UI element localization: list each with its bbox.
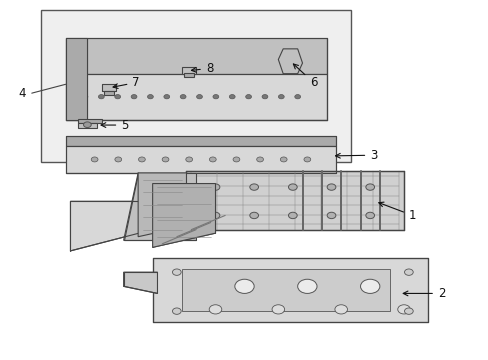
Text: 4: 4	[19, 87, 26, 100]
Circle shape	[304, 157, 310, 162]
Circle shape	[271, 305, 284, 314]
Text: 5: 5	[101, 118, 128, 131]
Circle shape	[180, 95, 185, 99]
Polygon shape	[138, 173, 186, 237]
Polygon shape	[183, 73, 193, 77]
Circle shape	[185, 157, 192, 162]
Bar	[181, 269, 389, 311]
Circle shape	[211, 212, 220, 219]
Text: 7: 7	[113, 76, 140, 89]
Polygon shape	[65, 74, 326, 120]
Circle shape	[326, 184, 335, 190]
Polygon shape	[186, 171, 403, 230]
Polygon shape	[278, 49, 302, 74]
Polygon shape	[65, 146, 336, 173]
Circle shape	[245, 95, 251, 99]
Text: 8: 8	[191, 62, 213, 75]
Circle shape	[365, 184, 374, 190]
Circle shape	[360, 279, 379, 293]
Polygon shape	[78, 123, 97, 127]
Circle shape	[397, 305, 409, 314]
Circle shape	[172, 308, 181, 314]
Polygon shape	[65, 38, 326, 74]
Polygon shape	[102, 84, 116, 91]
Circle shape	[404, 269, 412, 275]
Polygon shape	[65, 38, 87, 120]
Circle shape	[138, 157, 145, 162]
Circle shape	[297, 279, 316, 293]
Circle shape	[334, 305, 347, 314]
Polygon shape	[70, 201, 152, 251]
Circle shape	[280, 157, 286, 162]
Polygon shape	[152, 258, 427, 322]
Circle shape	[229, 95, 235, 99]
Text: 6: 6	[293, 64, 317, 89]
Circle shape	[211, 184, 220, 190]
Polygon shape	[152, 184, 215, 247]
Bar	[41, 10, 350, 162]
Circle shape	[404, 308, 412, 314]
Circle shape	[288, 184, 297, 190]
Circle shape	[294, 95, 300, 99]
Circle shape	[196, 95, 202, 99]
Circle shape	[82, 95, 88, 99]
Circle shape	[256, 157, 263, 162]
Text: 2: 2	[403, 287, 445, 300]
Circle shape	[249, 212, 258, 219]
Text: 3: 3	[335, 149, 377, 162]
Polygon shape	[104, 91, 114, 95]
Circle shape	[262, 95, 267, 99]
Circle shape	[326, 212, 335, 219]
Circle shape	[162, 157, 168, 162]
Circle shape	[147, 95, 153, 99]
Circle shape	[209, 157, 216, 162]
Circle shape	[209, 305, 222, 314]
Circle shape	[365, 212, 374, 219]
Polygon shape	[123, 173, 196, 240]
Polygon shape	[78, 119, 102, 123]
Circle shape	[233, 157, 239, 162]
Text: 1: 1	[378, 202, 415, 222]
Circle shape	[172, 269, 181, 275]
Circle shape	[278, 95, 284, 99]
Circle shape	[131, 95, 137, 99]
Circle shape	[91, 157, 98, 162]
Circle shape	[115, 157, 122, 162]
Circle shape	[163, 95, 169, 99]
Polygon shape	[65, 136, 336, 146]
Circle shape	[213, 95, 218, 99]
Circle shape	[98, 95, 104, 99]
Circle shape	[234, 279, 254, 293]
Circle shape	[83, 122, 91, 127]
Circle shape	[115, 95, 121, 99]
Polygon shape	[181, 67, 196, 74]
Circle shape	[288, 212, 297, 219]
Polygon shape	[123, 272, 157, 293]
Circle shape	[249, 184, 258, 190]
